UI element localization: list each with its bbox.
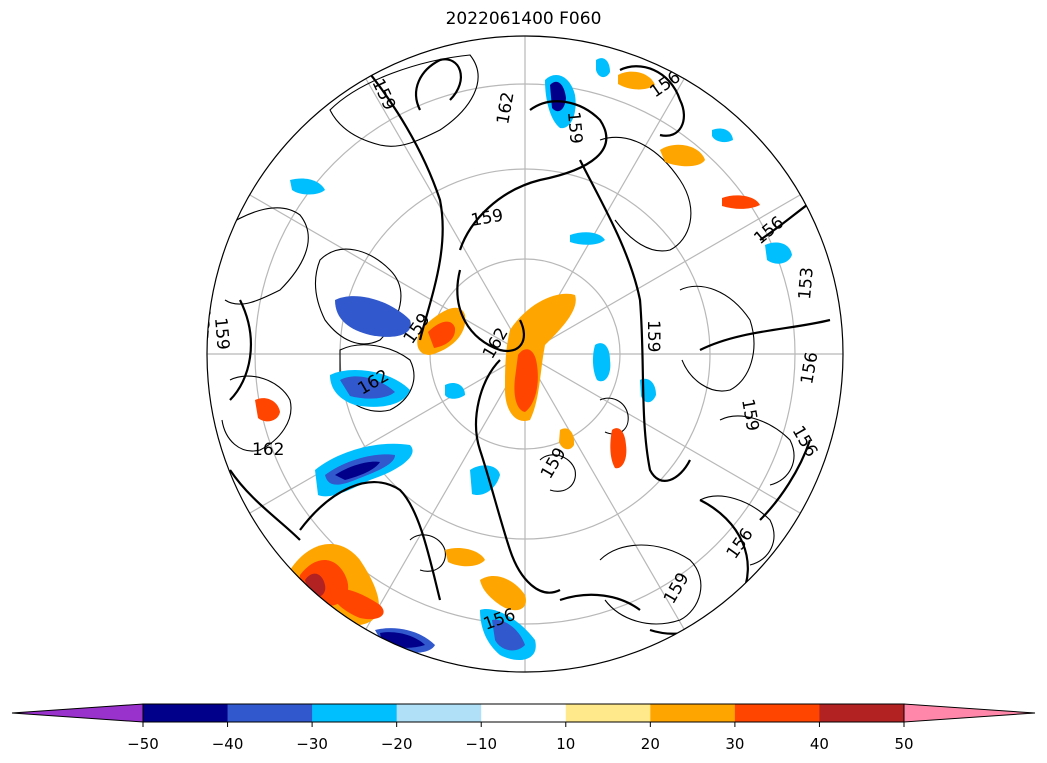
- colorbar-bin: [143, 704, 229, 722]
- colorbar-tick-label: −30: [296, 735, 328, 753]
- colorbar-tick-label: −20: [381, 735, 413, 753]
- colorbar-bin: [396, 704, 482, 722]
- colorbar: −50 −40 −30 −20 −10 10 20 30 40 50: [11, 703, 1036, 753]
- contour-label: 159: [210, 317, 233, 351]
- contour-label: 159: [563, 111, 586, 145]
- colorbar-bin: [650, 704, 736, 722]
- colorbar-tick-label: 30: [725, 735, 744, 753]
- map-content: 159 162 159 159 156 159 156 153 159 162 …: [193, 36, 843, 672]
- colorbar-tick-label: 40: [810, 735, 829, 753]
- coastlines: [219, 54, 795, 625]
- colorbar-tick-label: −40: [212, 735, 244, 753]
- colorbar-bin: [312, 704, 398, 722]
- colorbar-bin: [734, 704, 820, 722]
- colorbar-tick-label: 20: [641, 735, 660, 753]
- colorbar-tick-label: −10: [465, 735, 497, 753]
- map-title: 2022061400 F060: [445, 9, 602, 29]
- colorbar-tick-label: 10: [556, 735, 575, 753]
- colorbar-bin: [565, 704, 651, 722]
- colorbar-bin: [481, 704, 567, 722]
- colorbar-tick-label: 50: [894, 735, 913, 753]
- colorbar-bin: [227, 704, 313, 722]
- contour-label: 159: [643, 320, 663, 352]
- map-boundary: [206, 35, 844, 673]
- contour-label: 162: [252, 440, 284, 460]
- colorbar-over-arrow: [903, 703, 1036, 723]
- colorbar-tick-label: −50: [127, 735, 159, 753]
- height-contours: [229, 39, 831, 635]
- colorbar-frame: [142, 703, 905, 723]
- colorbar-bin: [819, 704, 905, 722]
- colorbar-under-arrow: [11, 703, 144, 723]
- contour-label: 156: [193, 306, 216, 340]
- contour-label: 153: [795, 266, 818, 300]
